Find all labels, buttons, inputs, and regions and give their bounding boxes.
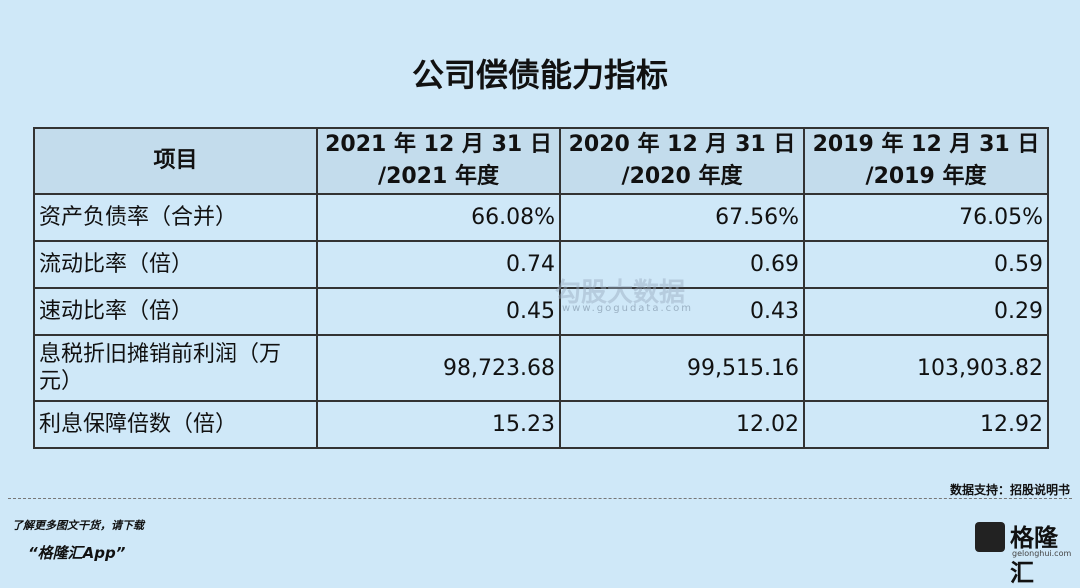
title: 公司偿债能力指标 [411,56,668,94]
value-cell: 0.45 [316,287,561,336]
value-cell: 66.08% [316,193,561,242]
table-row: 速动比率（倍） 0.45 0.43 0.29 [33,287,1049,336]
footer-app: “格隆汇App” [28,544,126,562]
row-label: 息税折旧摊销前利润（万元） [33,334,318,402]
row-label: 利息保障倍数（倍） [33,400,318,449]
value-cell: 12.92 [803,400,1049,449]
watermark-url: www.gogudata.com [562,303,694,314]
row-label: 流动比率（倍） [33,240,318,289]
header-line: 2021 年 12 月 31 日 [325,132,552,157]
table-row: 息税折旧摊销前利润（万元） 98,723.68 99,515.16 103,903.8… [33,334,1049,402]
header-line: 2019 年 12 月 31 日 [812,132,1040,157]
header-cell: 2019 年 12 月 31 日/2019 年度 [803,127,1049,195]
table-row: 流动比率（倍） 0.74 0.69 0.59 [33,240,1049,289]
logo-icon [975,522,1005,552]
table-row: 利息保障倍数（倍） 15.23 12.02 12.92 [33,400,1049,449]
value-cell: 0.69 [559,240,805,289]
header-cell: 项目 [33,127,318,195]
header-line: 项目 [153,148,198,173]
footer-prompt: 了解更多图文干货，请下载 [12,519,144,532]
watermark: 勾股大数据 [555,278,686,308]
value-cell: 99,515.16 [559,334,805,402]
page: 公司偿债能力指标 项目 2021 年 12 月 31 日/2021 年度 2020 … [8,56,1072,587]
source: 数据支持：招股说明书 [949,483,1070,497]
value-cell: 67.56% [559,193,805,242]
value-cell: 98,723.68 [316,334,561,402]
header-cell: 2020 年 12 月 31 日/2020 年度 [559,127,805,195]
value-cell: 0.43 [559,287,805,336]
value-cell: 15.23 [316,400,561,449]
row-label: 资产负债率（合并） [33,193,318,242]
header-line: /2021 年度 [378,164,499,189]
table-body: 资产负债率（合并） 66.08% 67.56% 76.05% 流动比率（倍） 0.74 0.… [33,193,1049,449]
value-cell: 0.74 [316,240,561,289]
value-cell: 0.59 [803,240,1049,289]
value-cell: 76.05% [803,193,1049,242]
table-row: 资产负债率（合并） 66.08% 67.56% 76.05% [33,193,1049,242]
value-cell: 12.02 [559,400,805,449]
header-line: /2019 年度 [865,164,987,189]
row-label: 速动比率（倍） [33,287,318,336]
divider [8,498,1072,499]
header-cell: 2021 年 12 月 31 日/2021 年度 [316,127,561,195]
header-row: 项目 2021 年 12 月 31 日/2021 年度 2020 年 12 月 31… [33,127,1049,195]
header-line: /2020 年度 [621,164,743,189]
value-cell: 103,903.82 [803,334,1049,402]
table: 项目 2021 年 12 月 31 日/2021 年度 2020 年 12 月 31… [33,127,1049,449]
logo-url: gelonghui.com [1012,549,1072,558]
header-line: 2020 年 12 月 31 日 [568,132,796,157]
value-cell: 0.29 [803,287,1049,336]
